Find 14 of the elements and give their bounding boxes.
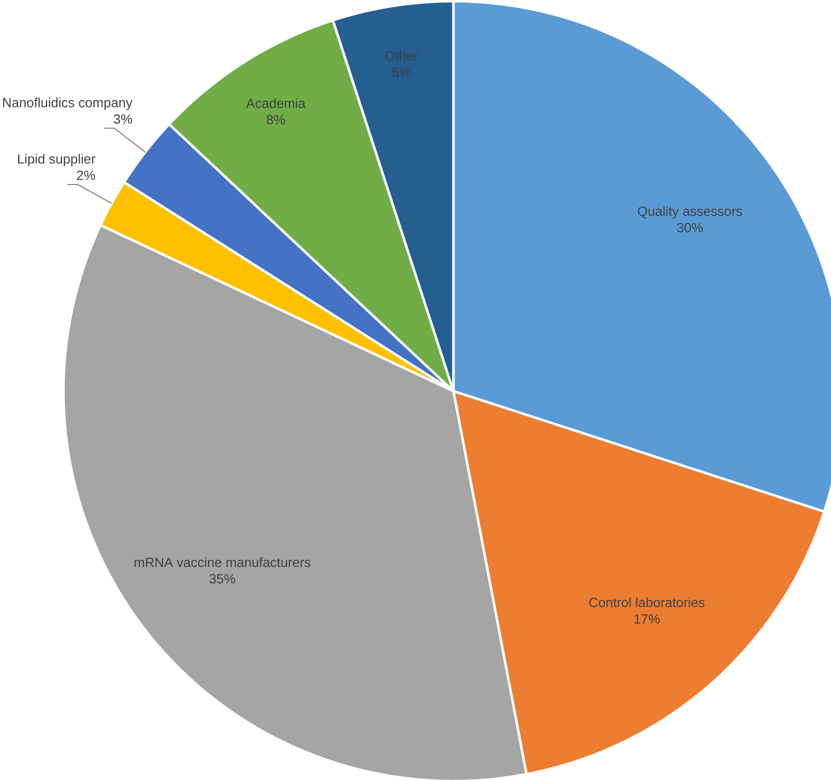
slice-label: Lipid supplier: [18, 154, 96, 166]
data-label: 8%: [266, 114, 285, 124]
data-label: 3%: [114, 114, 132, 124]
slice-label: Quality assessors: [638, 206, 742, 219]
slice-label: Academia: [246, 98, 306, 108]
data-label: 17%: [634, 614, 660, 624]
data-label: 2%: [76, 170, 96, 180]
slice-label: Control laboratories: [589, 597, 704, 608]
slice-label: Nanofluidics company: [3, 98, 132, 110]
data-label: 5%: [392, 68, 411, 77]
data-label: 30%: [677, 222, 703, 232]
slice-label: mRNA vaccine manufacturers: [134, 557, 310, 568]
data-label: 35%: [209, 574, 236, 584]
slice-label: Other: [386, 50, 418, 60]
